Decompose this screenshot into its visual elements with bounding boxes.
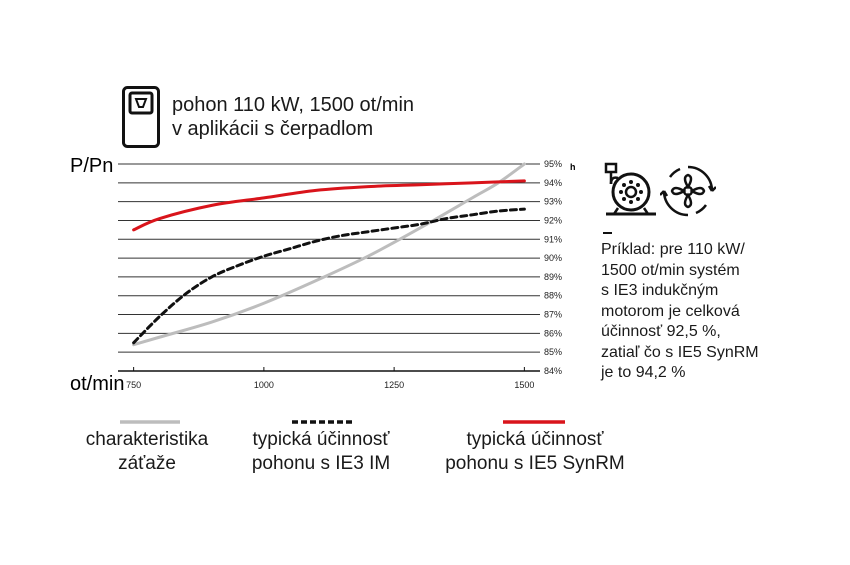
y-tick-label: 86% [544,328,562,338]
note-line: 1500 ot/min systém [601,261,740,279]
x-tick-label: 750 [126,380,141,390]
x-axis-label: ot/min [70,373,124,395]
efficiency-symbol: h [570,162,576,172]
pump-icon [604,162,656,216]
y-tick-label: 90% [544,253,562,263]
y-tick-label: 87% [544,310,562,320]
y-tick-label: 95% [544,159,562,169]
example-note: Príklad: pre 110 kW/ 1500 ot/min systém … [601,240,801,384]
note-line: zatiaľ čo s IE5 SynRM [601,343,759,361]
y-tick-label: 85% [544,347,562,357]
note-separator [603,232,612,234]
y-tick-label: 88% [544,291,562,301]
series-line-load [132,162,526,347]
fan-icon [660,165,716,217]
grid-lines [118,163,540,353]
series-line-ie3 [132,207,526,345]
legend-label-ie5: typická účinnosť pohonu s IE5 SynRM [445,429,625,474]
y-tick-label: 84% [544,366,562,376]
y-tick-label: 94% [544,178,562,188]
y-axis-label: P/Pn [70,155,113,177]
y-tick-label: 93% [544,197,562,207]
series-line-ie5 [132,179,526,232]
x-tick-label: 1000 [254,380,274,390]
tick-labels: 95% 94% 93% 92% 91% 90% 89% 88% 87% 86% 85% 84% 750 1… [126,159,562,390]
series-lines [132,162,526,347]
legend-label-load: charakteristika záťaže [85,429,209,474]
chart-title-line-2: v aplikácii s čerpadlom [172,118,374,140]
legend-label-ie3: typická účinnosť pohonu s IE3 IM [251,429,391,474]
variable-speed-drive-icon [122,86,160,148]
legend-swatch-load [120,420,180,424]
chart-title-line-1: pohon 110 kW, 1500 ot/min [172,94,415,116]
note-line: s IE3 indukčným [601,282,719,299]
note-line: Príklad: pre 110 kW/ [601,241,745,258]
y-tick-label: 92% [544,215,562,225]
note-line: motorom je celková [601,302,740,320]
y-tick-label: 91% [544,234,562,244]
legend-swatch-ie5 [503,420,565,424]
legend-swatch-ie3 [292,420,354,424]
note-line: účinnosť 92,5 %, [601,323,721,340]
x-tick-label: 1250 [384,380,404,390]
x-tick-label: 1500 [514,380,534,390]
y-tick-label: 89% [544,272,562,282]
note-line: je to 94,2 % [601,364,686,381]
axes [118,367,540,372]
